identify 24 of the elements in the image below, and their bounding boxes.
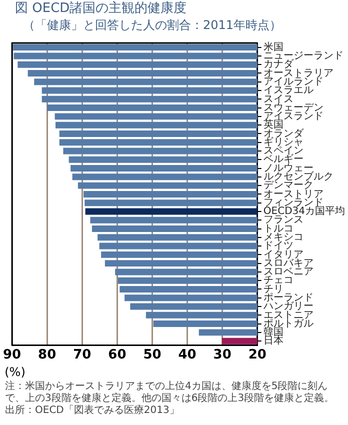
chart-subtitle: （「健康」と回答した人の割合：2011年時点） [22,17,283,33]
y-tick-label: 日本 [263,334,284,347]
x-tick-label: 30 [213,348,232,363]
x-tick-label: 50 [143,348,162,363]
x-tick-label: 80 [38,348,56,363]
chart-title: 図 OECD諸国の主観的健康度 [14,1,188,17]
y-tick-label: フランス [263,214,304,226]
y-tick-label: ハンガリー [262,301,314,312]
y-tick-label: スロバキア [263,258,314,269]
y-tick-label: OECD34カ国平均 [263,205,346,218]
x-tick-label: 20 [248,348,266,363]
x-tick-label: 60 [108,348,126,363]
y-tick-label: イスラエル [263,85,314,96]
y-tick-label: カナダ [263,58,294,70]
x-axis-title: (%) [4,365,26,380]
y-tick-label: スイス [263,94,294,105]
x-tick-label: 40 [178,348,196,363]
text: 注：米国からオーストラリアまでの上位4カ国は、健康度を5段階に刻んで、上の3段階を健康と定義。他の国々は6段階の上3段階を健康と定義。 [4,381,336,404]
y-tick-label: 米国 [263,40,284,53]
x-tick-label: 70 [73,348,92,363]
text: 出所：OECD「図表でみる医療2013」 [4,405,180,417]
y-tick-label: トルコ [263,223,294,234]
y-tick-label: アイルランド [263,76,324,88]
x-tick-label: 90 [3,348,22,363]
